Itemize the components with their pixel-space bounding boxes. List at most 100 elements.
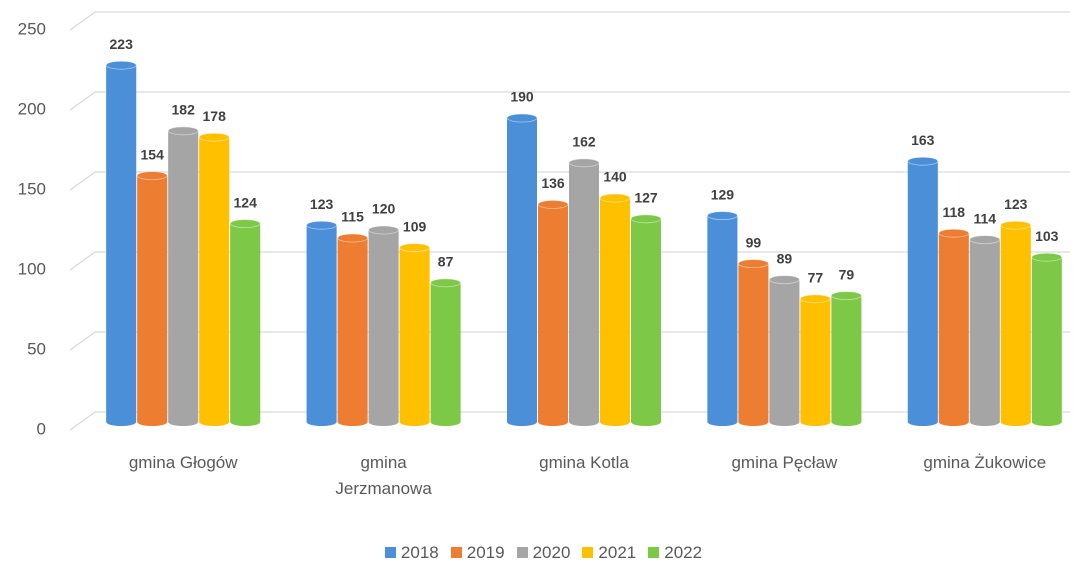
bar-shade <box>306 225 337 422</box>
x-tick-label-box: gmina Kotla <box>539 453 629 472</box>
bar-top <box>1031 252 1063 262</box>
bar-shade <box>938 233 969 422</box>
bar-top <box>136 171 168 181</box>
value-label: 162 <box>572 134 596 150</box>
y-tick-label: 150 <box>18 179 46 198</box>
bar-top <box>907 156 939 166</box>
bar-top <box>1000 220 1032 230</box>
x-tick-label: gmina Żukowice <box>923 453 1047 472</box>
y-tick-label: 250 <box>18 19 46 38</box>
bar-shade <box>707 215 738 422</box>
bar <box>738 259 769 426</box>
bar-top <box>630 214 662 224</box>
bar <box>229 219 261 426</box>
bar-shade <box>1000 225 1031 422</box>
bar-top <box>229 219 261 229</box>
chart: 0 50 100 150 200 250 223 154 182 178 124 gmina Głog… <box>18 11 1070 498</box>
bar-shade <box>738 263 769 422</box>
bar <box>1031 252 1063 426</box>
bar-shade <box>137 175 168 422</box>
bar <box>537 199 569 426</box>
bar <box>198 132 230 426</box>
grid-line <box>69 91 1070 111</box>
bar-shade <box>600 198 630 422</box>
bar-top <box>399 243 431 253</box>
bar <box>969 235 1001 426</box>
value-label: 109 <box>403 218 427 234</box>
bar-shade <box>769 279 800 422</box>
bar-top <box>368 225 400 235</box>
bar-top <box>105 60 137 70</box>
bar-top <box>800 294 831 304</box>
bar <box>630 214 662 426</box>
bar-top <box>430 278 462 288</box>
bar-shade <box>538 204 568 422</box>
x-tick-label: gmina Pęcław <box>731 453 838 472</box>
value-label: 163 <box>911 132 935 148</box>
bar-shade <box>907 161 938 422</box>
value-label: 129 <box>711 186 735 202</box>
value-label: 115 <box>341 209 364 225</box>
legend-item: 2020 <box>516 543 571 563</box>
grid-line <box>69 11 1070 31</box>
value-label: 87 <box>438 254 454 270</box>
y-tick-label: 50 <box>27 339 46 358</box>
legend-swatch <box>384 547 396 558</box>
y-tick-label: 100 <box>18 259 46 278</box>
legend-swatch <box>450 547 462 558</box>
bar <box>368 225 400 426</box>
x-tick-label: gmina Jerzmanowa <box>335 453 432 498</box>
bar-shade <box>800 298 831 422</box>
bar-top <box>707 211 738 221</box>
bar-shade <box>569 162 599 423</box>
bar-shade <box>831 295 862 422</box>
bar-top <box>738 259 769 269</box>
bar-top <box>831 291 862 301</box>
bar-top <box>167 126 199 136</box>
legend-label: 2020 <box>532 543 571 562</box>
legend-label: 2019 <box>466 543 505 562</box>
value-label: 124 <box>234 194 258 210</box>
legend-item: 2019 <box>450 543 505 563</box>
legend-item: 2021 <box>582 543 636 563</box>
value-label: 140 <box>603 169 627 185</box>
x-tick-label-box: gmina Jerzmanowa <box>335 453 432 498</box>
bar-shade <box>106 65 137 422</box>
y-tick-label: 0 <box>37 419 46 438</box>
bar-top <box>769 275 800 285</box>
bar-top <box>337 233 369 243</box>
grid-line <box>69 251 1070 271</box>
legend-label: 2021 <box>598 543 637 562</box>
value-label: 99 <box>746 234 762 250</box>
x-tick-label-box: gmina Pęcław <box>731 453 838 472</box>
bar <box>1000 220 1032 426</box>
value-label: 89 <box>777 250 793 266</box>
bar-shade <box>199 137 230 422</box>
bar-top <box>306 220 338 230</box>
value-label: 123 <box>1004 196 1028 212</box>
bar <box>831 291 862 426</box>
bar <box>306 220 338 426</box>
value-label: 123 <box>310 196 334 212</box>
bar-shade <box>969 239 1000 422</box>
legend-swatch <box>582 547 594 558</box>
y-tick-label: 200 <box>18 99 46 118</box>
legend-label: 2022 <box>664 543 703 562</box>
bar <box>136 171 168 426</box>
bar <box>707 211 738 426</box>
bar-shade <box>631 218 661 422</box>
value-label: 77 <box>808 270 824 286</box>
value-label: 178 <box>203 108 227 124</box>
bar-shade <box>168 130 199 423</box>
value-label: 120 <box>372 201 396 217</box>
bar-top <box>537 199 569 209</box>
legend-swatch <box>648 547 660 558</box>
x-tick-label-box: gmina Głogów <box>129 453 238 472</box>
value-label: 127 <box>634 190 658 206</box>
value-label: 223 <box>110 36 134 52</box>
bar-shade <box>399 247 430 422</box>
bar <box>907 156 939 426</box>
bar-shade <box>430 282 461 422</box>
value-label: 182 <box>172 102 196 118</box>
